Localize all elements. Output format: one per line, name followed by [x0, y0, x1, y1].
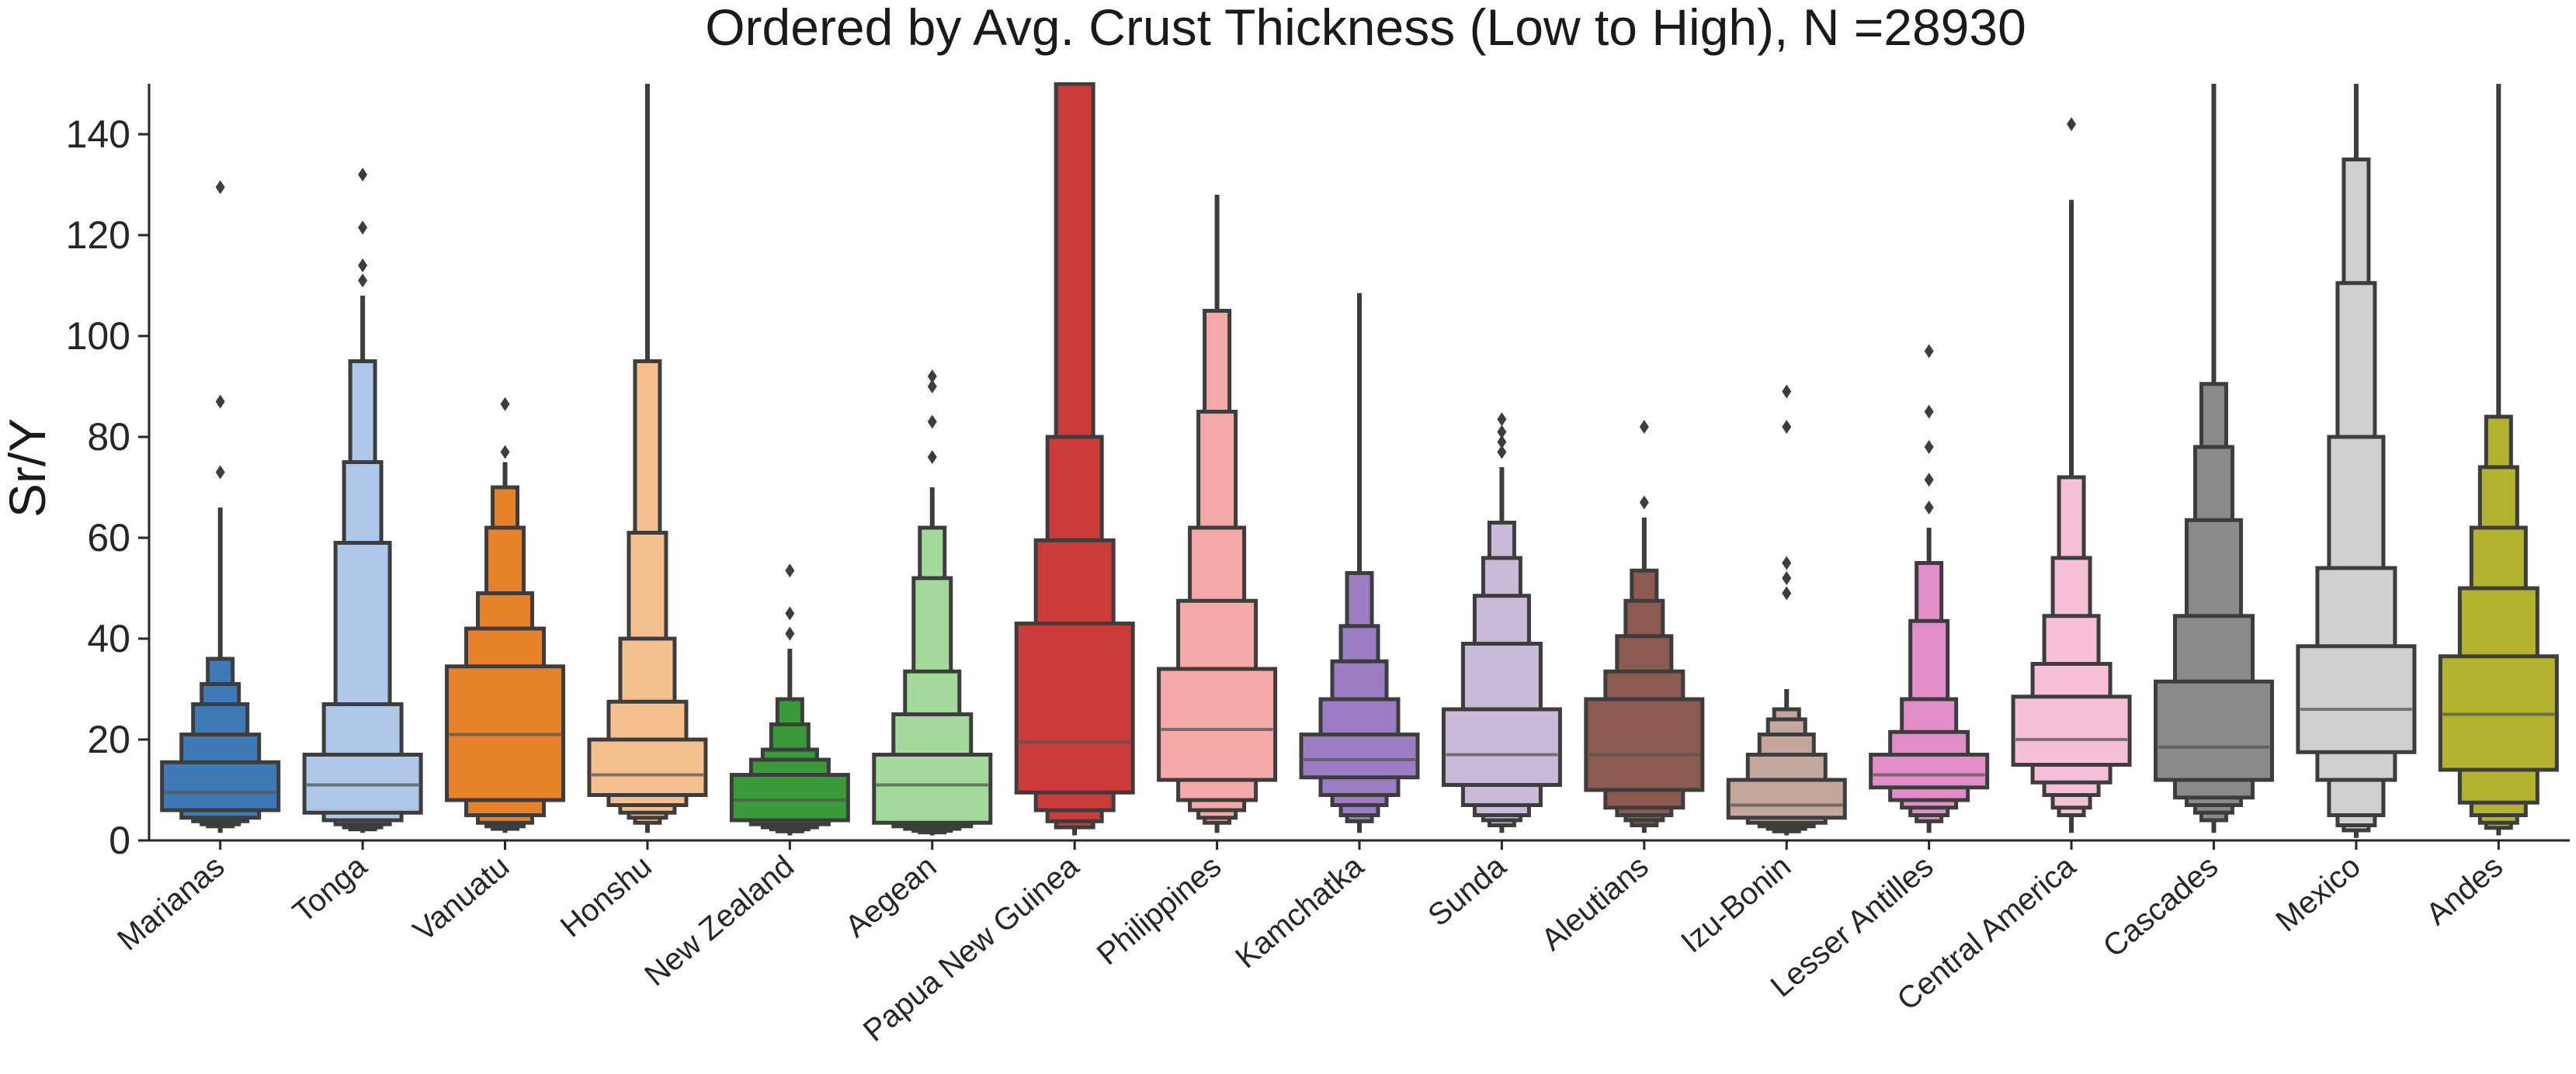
outlier-sunda-3 [1497, 424, 1507, 439]
outlier-aegean-4 [927, 369, 937, 383]
outlier-new-zealand-1 [785, 626, 795, 641]
boxen-level-1-new-zealand [729, 773, 850, 823]
outlier-new-zealand-3 [785, 563, 795, 578]
boxen-level-1-cascades [2153, 679, 2274, 782]
x-tick-label-andes: Andes [2420, 849, 2509, 932]
outlier-aleutians-2 [1639, 420, 1649, 434]
boxen-group-central-america [2011, 117, 2132, 833]
y-tick-label-100: 100 [66, 314, 130, 358]
outlier-lesser-antilles-5 [1924, 344, 1934, 359]
plot-clipped-group [160, 82, 2559, 838]
outlier-izu-bonin-5 [1782, 384, 1792, 399]
boxen-group-vanuatu [445, 397, 566, 833]
boxen-group-new-zealand [729, 563, 850, 836]
outlier-sunda-1 [1497, 445, 1507, 459]
y-tick-label-0: 0 [109, 819, 130, 862]
boxen-group-philippines [1157, 195, 1278, 833]
x-tick-label-kamchatka: Kamchatka [1229, 849, 1370, 975]
y-tick-label-20: 20 [87, 718, 130, 761]
y-tick-label-120: 120 [66, 213, 130, 257]
boxen-group-honshu [587, 84, 708, 833]
outlier-marianas-1 [215, 465, 225, 480]
x-tick-label-marianas: Marianas [111, 849, 231, 957]
x-tick-label-tonga: Tonga [286, 849, 373, 930]
outlier-aegean-2 [927, 414, 937, 429]
outlier-tonga-4 [358, 168, 368, 182]
boxen-group-mexico [2296, 84, 2417, 838]
outlier-lesser-antilles-3 [1924, 440, 1934, 454]
boxen-level-1-izu-bonin [1726, 778, 1847, 820]
outlier-vanuatu-2 [500, 397, 510, 411]
boxen-level-1-lesser-antilles [1869, 753, 1990, 790]
outlier-new-zealand-2 [785, 606, 795, 621]
boxen-level-1-philippines [1157, 667, 1278, 782]
outlier-lesser-antilles-1 [1924, 501, 1934, 514]
plot-area [160, 82, 2559, 838]
outlier-izu-bonin-3 [1782, 556, 1792, 570]
outlier-lesser-antilles-2 [1924, 473, 1934, 487]
x-tick-label-aegean: Aegean [839, 849, 943, 944]
y-tick-label-80: 80 [87, 415, 130, 459]
boxen-level-1-central-america [2011, 695, 2132, 767]
boxen-group-papua-new-guinea [1014, 82, 1135, 836]
y-tick-label-40: 40 [87, 617, 130, 660]
x-tick-label-philippines: Philippines [1091, 849, 1227, 972]
outlier-sunda-4 [1497, 412, 1507, 427]
boxen-level-1-aegean [872, 753, 993, 825]
boxen-group-marianas [160, 180, 281, 833]
boxen-level-1-papua-new-guinea [1014, 622, 1135, 795]
boxen-group-kamchatka [1299, 293, 1420, 833]
outlier-aleutians-1 [1639, 495, 1649, 510]
outlier-marianas-3 [215, 180, 225, 195]
boxen-group-sunda [1441, 412, 1562, 833]
outlier-central-america-1 [2067, 117, 2077, 131]
outlier-izu-bonin-4 [1782, 420, 1792, 434]
y-tick-label-60: 60 [87, 516, 130, 560]
outlier-sunda-2 [1497, 435, 1507, 449]
boxen-level-1-sunda [1441, 707, 1562, 787]
outlier-izu-bonin-1 [1782, 586, 1792, 601]
boxen-level-1-kamchatka [1299, 733, 1420, 780]
boxen-level-1-honshu [587, 737, 708, 797]
x-tick-label-aleutians: Aleutians [1535, 849, 1654, 957]
boxen-group-aleutians [1584, 420, 1705, 833]
x-tick-label-sunda: Sunda [1422, 849, 1512, 934]
chart-title: Ordered by Avg. Crust Thickness (Low to … [705, 0, 2026, 56]
y-tick-label-140: 140 [66, 113, 130, 156]
boxen-group-cascades [2153, 84, 2274, 833]
boxen-group-andes [2438, 84, 2559, 836]
y-axis-label: Sr/Y [0, 418, 56, 518]
boxen-level-1-marianas [160, 760, 281, 812]
outlier-lesser-antilles-4 [1924, 404, 1934, 419]
x-tick-label-mexico: Mexico [2269, 849, 2366, 938]
outlier-tonga-1 [358, 273, 368, 288]
boxen-level-1-mexico [2296, 644, 2417, 754]
boxen-group-izu-bonin [1726, 384, 1847, 836]
boxen-group-aegean [872, 369, 993, 836]
boxen-group-tonga [302, 168, 423, 833]
outlier-marianas-2 [215, 394, 225, 409]
outlier-izu-bonin-2 [1782, 571, 1792, 585]
outlier-vanuatu-1 [500, 445, 510, 459]
outlier-aegean-3 [927, 379, 937, 393]
boxen-group-lesser-antilles [1869, 344, 1990, 833]
boxen-level-1-aleutians [1584, 697, 1705, 792]
x-tick-label-honshu: Honshu [554, 849, 658, 944]
x-tick-label-izu-bonin: Izu-Bonin [1675, 849, 1797, 959]
outlier-tonga-3 [358, 220, 368, 235]
outlier-tonga-2 [358, 258, 368, 272]
x-tick-label-new-zealand: New Zealand [638, 849, 800, 993]
x-tick-label-vanuatu: Vanuatu [407, 849, 516, 948]
x-tick-label-cascades: Cascades [2097, 849, 2225, 964]
outlier-aegean-1 [927, 450, 937, 464]
